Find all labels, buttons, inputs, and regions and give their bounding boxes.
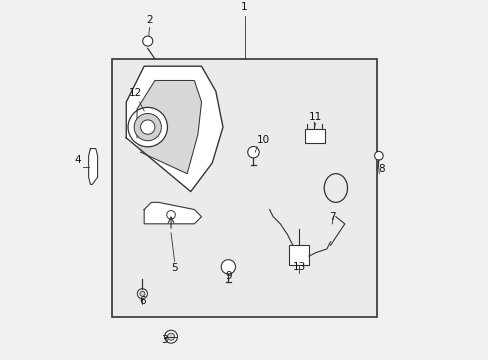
- Polygon shape: [144, 202, 201, 224]
- Text: 13: 13: [292, 262, 305, 272]
- Circle shape: [164, 330, 177, 343]
- Circle shape: [137, 289, 147, 299]
- Bar: [112, 59, 376, 317]
- Text: 7: 7: [328, 212, 335, 222]
- Circle shape: [128, 107, 167, 147]
- Text: 12: 12: [128, 89, 142, 98]
- Text: 4: 4: [74, 155, 81, 165]
- Circle shape: [140, 291, 144, 296]
- Circle shape: [247, 147, 259, 158]
- Text: 2: 2: [146, 15, 153, 25]
- Text: 5: 5: [171, 263, 178, 273]
- Circle shape: [142, 36, 152, 46]
- Circle shape: [134, 113, 161, 141]
- Polygon shape: [88, 149, 98, 184]
- Bar: [289, 245, 308, 265]
- Polygon shape: [126, 66, 223, 192]
- Text: 3: 3: [161, 335, 167, 345]
- Bar: [305, 129, 325, 143]
- Polygon shape: [137, 81, 201, 174]
- Text: 6: 6: [139, 296, 145, 306]
- Text: 8: 8: [377, 164, 384, 174]
- Text: 11: 11: [308, 112, 322, 122]
- Circle shape: [141, 120, 155, 134]
- Text: 9: 9: [224, 271, 231, 281]
- Circle shape: [221, 260, 235, 274]
- Circle shape: [167, 333, 174, 340]
- Text: 1: 1: [241, 3, 247, 13]
- Circle shape: [374, 152, 383, 160]
- Text: 10: 10: [257, 135, 269, 145]
